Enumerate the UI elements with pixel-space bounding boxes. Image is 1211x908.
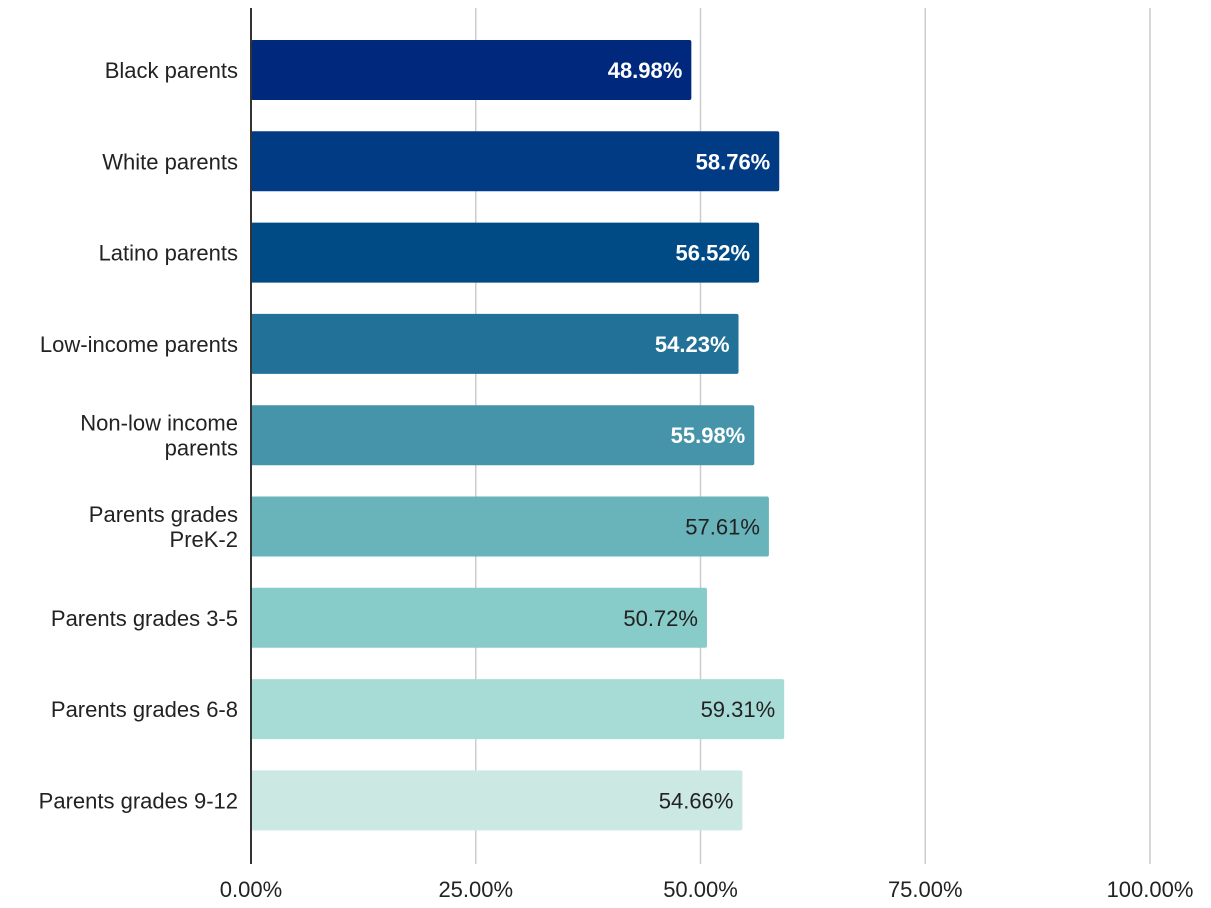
bar-6 (251, 587, 707, 648)
bar-0 (251, 40, 692, 100)
bar-2 (251, 222, 760, 283)
category-label-7: Parents grades 6-8 (51, 697, 238, 722)
x-tick-labels: 0.00% 25.00% 50.00% 75.00% 100.00% (220, 877, 1194, 902)
category-label-0: Black parents (105, 58, 238, 83)
bar-1 (251, 131, 780, 192)
category-label-1: White parents (102, 149, 238, 174)
bar-value-label-4: 55.98% (671, 423, 746, 448)
category-label-8: Parents grades 9-12 (39, 788, 238, 813)
bars (251, 40, 785, 831)
x-tick-label-3: 75.00% (888, 877, 963, 902)
bar-value-label-2: 56.52% (675, 241, 750, 266)
bar-value-label-3: 54.23% (655, 332, 730, 357)
bar-value-label-8: 54.66% (659, 788, 734, 813)
bar-value-label-1: 58.76% (696, 149, 771, 174)
x-tick-label-2: 50.00% (663, 877, 738, 902)
bar-3 (251, 313, 739, 374)
bar-5 (251, 496, 769, 557)
bar-value-labels: 48.98% 58.76% 56.52% 54.23% 55.98% 57.61% 50.7… (608, 58, 775, 813)
x-tick-label-0: 0.00% (220, 877, 282, 902)
category-labels: Black parents White parents Latino parents… (39, 58, 238, 813)
category-label-6: Parents grades 3-5 (51, 606, 238, 631)
bar-value-label-0: 48.98% (608, 58, 683, 83)
bar-8 (251, 770, 743, 831)
x-tick-label-1: 25.00% (438, 877, 513, 902)
bar-value-label-5: 57.61% (685, 515, 760, 540)
category-label-4: Non-low income parents (80, 411, 238, 461)
bar-4 (251, 405, 755, 466)
bar-value-label-6: 50.72% (623, 606, 698, 631)
bar-value-label-7: 59.31% (701, 697, 776, 722)
category-label-3: Low-income parents (40, 332, 238, 357)
category-label-2: Latino parents (99, 241, 238, 266)
bar-7 (251, 679, 785, 740)
x-tick-label-4: 100.00% (1107, 877, 1194, 902)
category-label-5: Parents grades PreK-2 (89, 502, 238, 552)
